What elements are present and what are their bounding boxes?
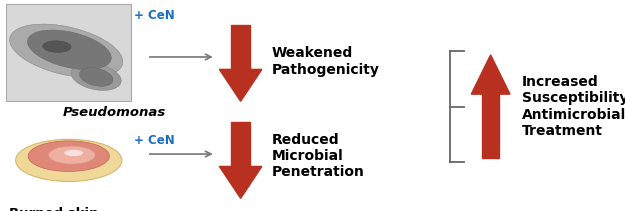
- Ellipse shape: [10, 24, 122, 77]
- FancyBboxPatch shape: [6, 4, 131, 101]
- Polygon shape: [219, 166, 262, 198]
- Text: Burned skin: Burned skin: [9, 207, 99, 211]
- Text: + CeN: + CeN: [134, 134, 175, 147]
- Ellipse shape: [42, 41, 71, 52]
- Ellipse shape: [79, 68, 113, 86]
- Ellipse shape: [28, 30, 111, 70]
- Polygon shape: [471, 55, 510, 94]
- Polygon shape: [231, 25, 250, 69]
- Ellipse shape: [16, 139, 122, 181]
- Text: Pseudomonas: Pseudomonas: [62, 106, 166, 119]
- Text: Reduced
Microbial
Penetration: Reduced Microbial Penetration: [272, 133, 365, 179]
- Text: Increased
Susceptibility to
Antimicrobial
Treatment: Increased Susceptibility to Antimicrobia…: [522, 75, 625, 138]
- Polygon shape: [482, 94, 499, 158]
- Ellipse shape: [49, 146, 95, 164]
- FancyBboxPatch shape: [6, 118, 131, 198]
- Polygon shape: [219, 69, 262, 101]
- Ellipse shape: [64, 150, 83, 156]
- Text: Weakened
Pathogenicity: Weakened Pathogenicity: [272, 46, 380, 77]
- Polygon shape: [231, 122, 250, 166]
- Ellipse shape: [28, 141, 109, 171]
- Text: + CeN: + CeN: [134, 9, 175, 22]
- Ellipse shape: [71, 64, 121, 91]
